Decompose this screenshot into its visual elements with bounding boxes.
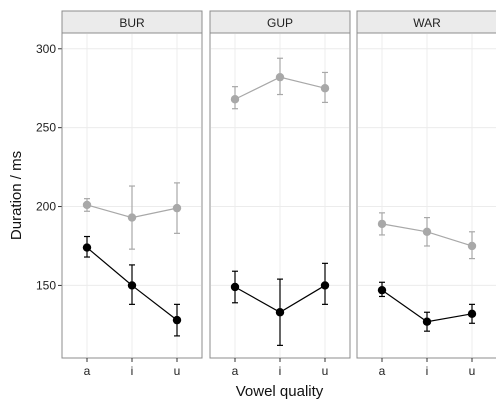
x-tick-label: u <box>469 364 476 378</box>
data-point <box>82 200 92 210</box>
data-point <box>275 308 285 317</box>
x-axis-label: Vowel quality <box>236 383 324 400</box>
series-grey <box>377 212 477 260</box>
series-grey <box>230 57 330 110</box>
x-tick-label: a <box>379 364 386 378</box>
x-tick-label: a <box>84 364 91 378</box>
series-black <box>377 281 477 332</box>
data-point <box>377 285 387 295</box>
data-point <box>172 203 182 213</box>
data-point <box>467 241 477 251</box>
panel-strip-label: BUR <box>119 16 145 30</box>
data-point <box>230 282 240 292</box>
panel-strip-label: WAR <box>413 16 441 30</box>
y-tick-label: 300 <box>36 42 56 56</box>
panel-gup: GUP a i u <box>209 10 351 378</box>
panel-war: WAR a i u <box>356 10 496 378</box>
y-tick-label: 250 <box>36 121 56 135</box>
x-tick-label: i <box>426 364 429 378</box>
x-tick-label: i <box>131 364 134 378</box>
panel-strip-label: GUP <box>267 16 293 30</box>
y-tick-label: 150 <box>36 278 56 292</box>
data-point <box>230 95 240 104</box>
data-point <box>467 309 477 319</box>
data-point <box>422 317 432 326</box>
y-axis-label: Duration / ms <box>8 151 25 240</box>
series-grey <box>82 182 182 250</box>
data-point <box>377 219 387 229</box>
data-point <box>127 281 137 290</box>
data-point <box>172 315 182 325</box>
data-point <box>422 227 432 236</box>
data-point <box>82 243 92 252</box>
series-black <box>82 235 182 337</box>
x-tick-label: a <box>232 364 239 378</box>
series-black <box>230 262 330 346</box>
data-point <box>275 72 285 82</box>
data-point <box>320 84 330 93</box>
x-tick-label: u <box>174 364 181 378</box>
x-tick-label: u <box>322 364 329 378</box>
x-tick-label: i <box>279 364 282 378</box>
data-point <box>127 213 137 222</box>
data-point <box>320 281 330 290</box>
y-tick-label: 200 <box>36 200 56 214</box>
panel-bur: BUR a i u <box>61 10 203 378</box>
